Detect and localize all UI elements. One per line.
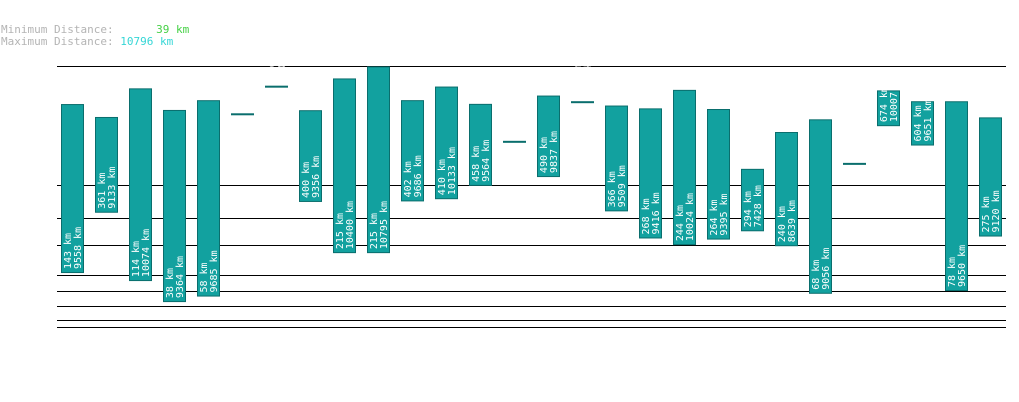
distance-bar [61, 104, 84, 274]
bar-min-label: 38 km [165, 268, 176, 298]
bar-max-label: 10133 km [447, 147, 458, 195]
distance-bar [911, 101, 934, 146]
bar-min-label: 240 km [777, 206, 788, 242]
distance-bar [333, 78, 356, 254]
distance-summary: Minimum Distance: 39 km Maximum Distance:… [1, 24, 189, 48]
bar-min-label: 988 km [505, 0, 516, 35]
distance-bar [639, 108, 662, 239]
max-distance-value: 10796 km [120, 35, 174, 48]
distance-bar [775, 132, 798, 247]
bar-max-label: 9356 km [311, 156, 322, 198]
bar-max-label: 9564 km [481, 140, 492, 182]
distance-bar [843, 162, 866, 165]
bar-min-label: 604 km [913, 105, 924, 141]
bar-max-label: 9120 km [991, 190, 1002, 232]
bar-min-label: 847 km [267, 38, 278, 74]
bar-max-label: 10024 km [685, 193, 696, 241]
bar-min-label: 264 km [709, 199, 720, 235]
bar-max-label: 9651 km [923, 99, 934, 141]
distance-bar [469, 103, 492, 186]
bar-max-label: 9686 km [413, 155, 424, 197]
bar-min-label: 402 km [403, 161, 414, 197]
distance-bar [231, 113, 254, 116]
bar-min-label: 215 km [369, 213, 380, 249]
bar-max-label: 9509 km [617, 165, 628, 207]
bar-min-label: 410 km [437, 159, 448, 195]
distance-bar [605, 105, 628, 212]
distance-bar [945, 101, 968, 292]
distance-bar [503, 140, 526, 143]
bar-max-label: 8349 km [515, 0, 526, 35]
bar-max-label: 8639 km [787, 200, 798, 242]
bar-min-label: 400 km [301, 162, 312, 198]
bar-max-label: 9416 km [651, 192, 662, 234]
bar-max-label: 7624 km [855, 0, 866, 29]
bar-min-label: 275 km [981, 196, 992, 232]
bar-max-label: 9395 km [719, 193, 730, 235]
bar-max-label: 10007 km [889, 74, 900, 122]
bar-min-label: 78 km [947, 257, 958, 287]
bar-max-label: 9685 km [209, 250, 220, 292]
bar-max-label: 10162 km [277, 26, 288, 74]
bar-max-label: 9650 km [957, 245, 968, 287]
bar-max-label: 9133 km [107, 167, 118, 209]
distance-bar [197, 100, 220, 297]
distance-bar [537, 95, 560, 178]
bar-max-label: 9558 km [73, 227, 84, 269]
max-distance-label: Maximum Distance: [1, 35, 114, 48]
bar-min-label: 244 km [675, 205, 686, 241]
bar-max-label: 9364 km [175, 256, 186, 298]
bars: 143 km 9558 km 361 km 9133 km 114 km 10074 km… [61, 0, 1002, 303]
bar-max-label: 7428 km [753, 185, 764, 227]
bar-min-label: 490 km [539, 137, 550, 173]
distance-bar [95, 116, 118, 213]
distance-bar [571, 101, 594, 104]
bar-min-label: 674 km [879, 86, 890, 122]
distance-bar [401, 100, 424, 202]
bar-min-label: 58 km [199, 262, 210, 292]
bar-max-label: 10074 km [141, 229, 152, 277]
bar-min-label: 758 km [573, 63, 584, 99]
bar-min-label: 215 km [335, 213, 346, 249]
bar-max-label: 9837 km [549, 131, 560, 173]
distance-bar [877, 90, 900, 127]
bar-max-label: 9056 km [821, 248, 832, 290]
distance-bar [809, 119, 832, 294]
bar-max-label: 9652 km [583, 57, 594, 99]
min-distance-row: Minimum Distance: 39 km [1, 24, 189, 36]
distance-bar [367, 66, 390, 254]
distance-bar [979, 117, 1002, 237]
bar-max-label: 9254 km [243, 68, 254, 110]
bar-min-label: 718 km [233, 74, 244, 110]
bar-min-label: 114 km [131, 241, 142, 277]
distance-bar [265, 85, 288, 88]
bar-min-label: 1011 km [845, 0, 856, 29]
bar-max-label: 10795 km [379, 201, 390, 249]
distance-bar [435, 86, 458, 200]
bar-min-label: 143 km [63, 233, 74, 269]
distance-bar [741, 168, 764, 232]
bar-min-label: 361 km [97, 173, 108, 209]
distance-bar [673, 89, 696, 246]
bar-min-label: 458 km [471, 146, 482, 182]
distance-bar [129, 88, 152, 282]
distance-bar [707, 109, 730, 240]
distance-bar [299, 110, 322, 202]
distance-bar [163, 109, 186, 303]
bar-max-label: 10400 km [345, 201, 356, 249]
bar-min-label: 68 km [811, 260, 822, 290]
max-distance-row: Maximum Distance: 10796 km [1, 36, 189, 48]
min-distance-label: Minimum Distance: [1, 23, 114, 36]
bar-min-label: 366 km [607, 171, 618, 207]
bar-min-label: 294 km [743, 191, 754, 227]
bar-min-label: 268 km [641, 198, 652, 234]
min-distance-value: 39 km [156, 23, 190, 36]
